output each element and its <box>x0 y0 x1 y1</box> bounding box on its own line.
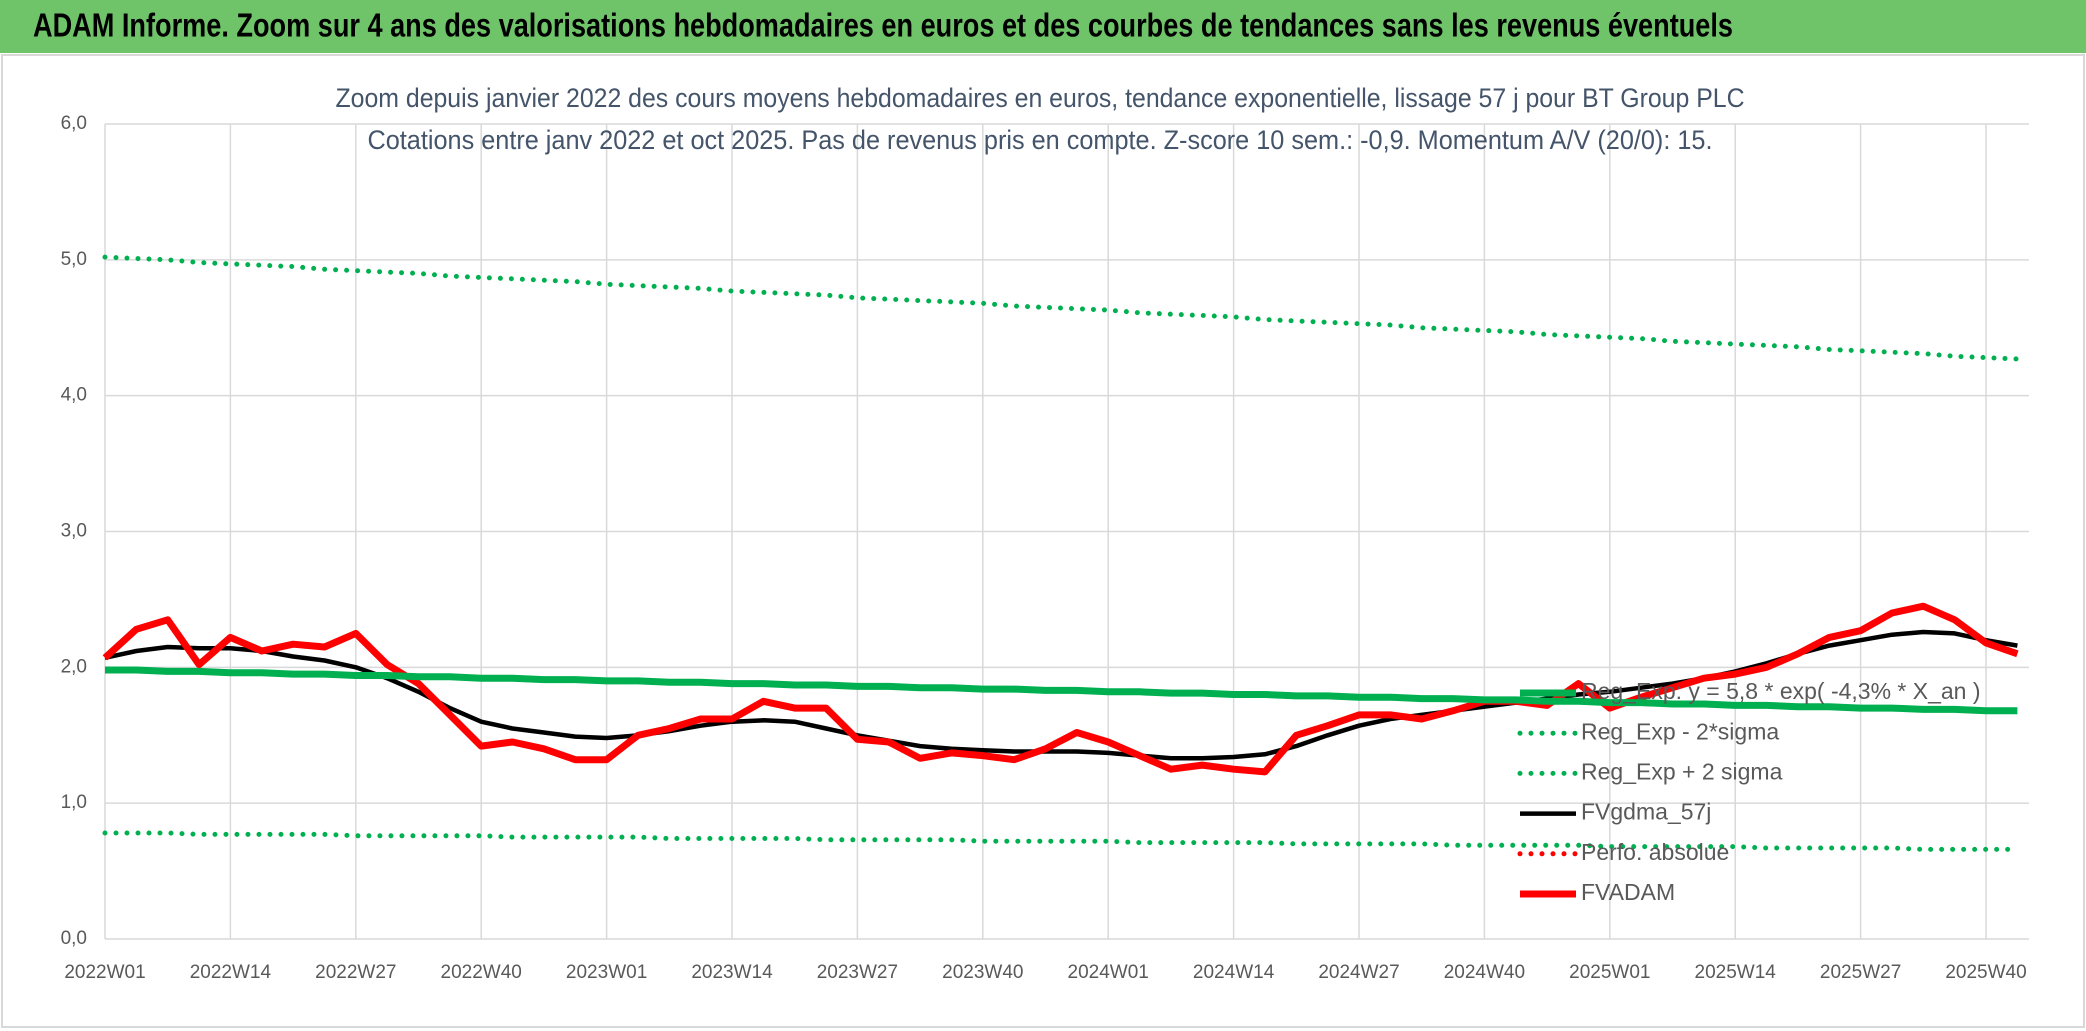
series-line <box>102 830 2020 852</box>
header-title: ADAM Informe. Zoom sur 4 ans des valoris… <box>33 7 1733 44</box>
legend: Reg_Exp: y = 5,8 * exp( -4,3% * X_an ) Re… <box>1517 678 1981 905</box>
legend-label: Reg_Exp: y = 5,8 * exp( -4,3% * X_an ) <box>1581 678 1981 704</box>
x-tick-label: 2025W01 <box>1569 962 1650 983</box>
x-tick-label: 2025W14 <box>1695 962 1777 983</box>
x-tick-label: 2023W40 <box>942 962 1023 983</box>
legend-label: Reg_Exp + 2 sigma <box>1581 758 1783 784</box>
x-tick-label: 2022W01 <box>64 962 145 983</box>
y-tick-label: 3,0 <box>61 521 87 542</box>
x-tick-label: 2024W01 <box>1068 962 1149 983</box>
legend-label: FVgdma_57j <box>1581 799 1711 825</box>
x-tick-label: 2023W14 <box>691 962 773 983</box>
y-tick-label: 4,0 <box>61 385 87 406</box>
legend-label: FVADAM <box>1581 879 1675 905</box>
x-tick-label: 2025W27 <box>1820 962 1901 983</box>
y-tick-label: 1,0 <box>61 792 87 813</box>
x-tick-label: 2025W40 <box>1945 962 2026 983</box>
x-tick-label: 2022W14 <box>190 962 272 983</box>
x-tick-label: 2024W40 <box>1444 962 1525 983</box>
y-tick-label: 5,0 <box>61 249 87 270</box>
series-line <box>102 602 2019 776</box>
chart-title: Zoom depuis janvier 2022 des cours moyen… <box>336 83 1745 113</box>
y-tick-label: 0,0 <box>61 928 87 949</box>
x-tick-label: 2023W01 <box>566 962 647 983</box>
legend-label: Perfo. absolue <box>1581 839 1729 865</box>
series-line <box>105 666 2018 715</box>
x-tick-label: 2023W27 <box>817 962 898 983</box>
legend-label: Reg_Exp - 2*sigma <box>1581 718 1779 744</box>
x-tick-label: 2024W27 <box>1318 962 1399 983</box>
y-tick-label: 2,0 <box>61 656 87 677</box>
x-tick-label: 2022W40 <box>441 962 522 983</box>
y-tick-label: 6,0 <box>61 113 87 134</box>
series-line <box>102 254 2020 362</box>
chart-frame <box>1 54 2085 1028</box>
x-tick-label: 2022W27 <box>315 962 396 983</box>
x-tick-label: 2024W14 <box>1193 962 1275 983</box>
plot-area: 0,0 1,0 2,0 3,0 4,0 5,0 6,0 2022W01 2022W14 2022W… <box>61 113 2029 983</box>
chart-subtitle: Cotations entre janv 2022 et oct 2025. P… <box>368 125 1713 155</box>
header-bar <box>0 0 2086 53</box>
